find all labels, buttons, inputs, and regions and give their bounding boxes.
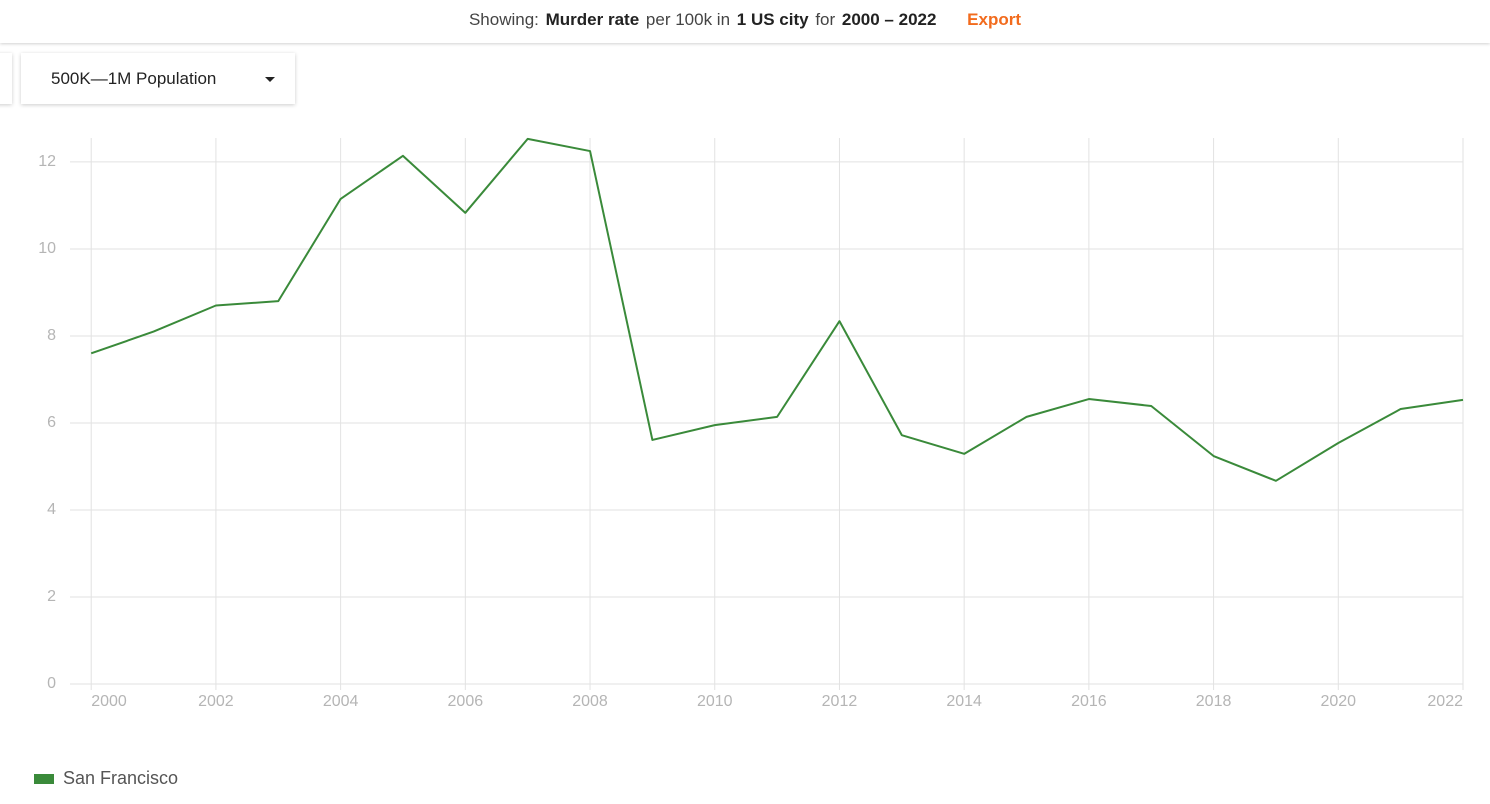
metric: Murder rate (545, 10, 640, 29)
y-tick-label: 10 (38, 240, 56, 257)
scope: 1 US city (736, 10, 809, 29)
y-tick-label: 2 (47, 588, 56, 605)
range: 2000 – 2022 (841, 10, 937, 29)
x-tick-label: 2008 (572, 693, 608, 710)
x-tick-label: 2000 (91, 693, 127, 710)
x-tick-label: 2018 (1196, 693, 1232, 710)
legend-swatch (34, 774, 54, 784)
x-tick-label: 2006 (448, 693, 484, 710)
data-line (90, 137, 1464, 482)
unit: per 100k in (645, 10, 731, 29)
population-dropdown[interactable]: 500K—1M Population (21, 53, 295, 104)
x-tick-label: 2010 (697, 693, 733, 710)
x-tick-label: 2020 (1320, 693, 1356, 710)
x-tick-label: 2012 (822, 693, 858, 710)
y-tick-label: 12 (38, 153, 56, 170)
range-prefix: for (815, 10, 836, 29)
filter-stub[interactable] (0, 53, 12, 104)
prefix: Showing: (468, 10, 539, 29)
legend-label: San Francisco (63, 768, 178, 788)
y-tick-label: 8 (47, 327, 56, 344)
y-tick-label: 6 (47, 414, 56, 431)
x-tick-label: 2022 (1427, 693, 1463, 710)
x-tick-label: 2002 (198, 693, 234, 710)
export-button[interactable]: Export (967, 10, 1022, 29)
dropdown-label: 500K—1M Population (51, 69, 217, 88)
x-tick-label: 2014 (946, 693, 982, 710)
y-tick-label: 0 (47, 675, 56, 692)
x-tick-label: 2016 (1071, 693, 1107, 710)
top-bar: Showing: Murder rate per 100k in 1 US ci… (0, 0, 1490, 43)
x-tick-label: 2004 (323, 693, 359, 710)
y-tick-label: 4 (47, 501, 56, 518)
dropdown-caret (265, 77, 275, 82)
